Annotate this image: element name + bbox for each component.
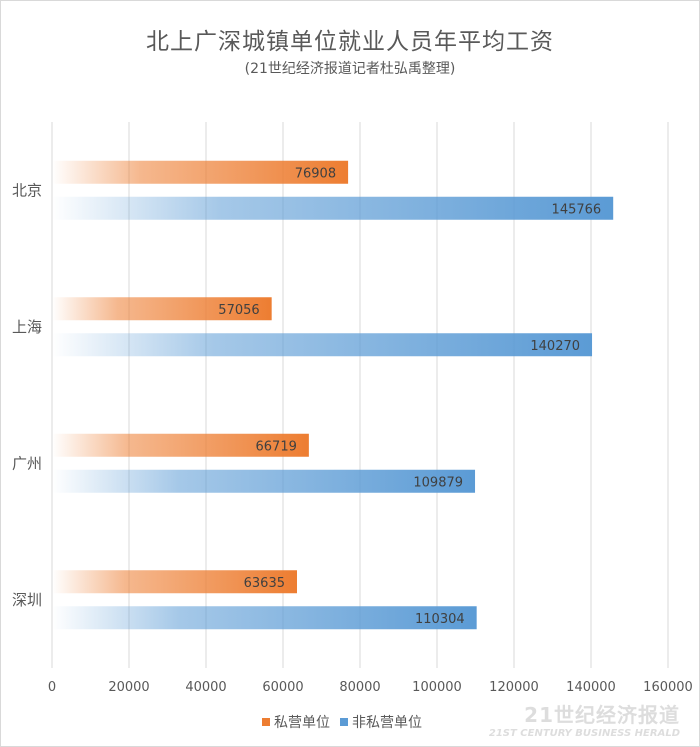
data-label: 57056 — [218, 303, 259, 318]
bar — [52, 570, 297, 594]
data-label: 66719 — [256, 439, 297, 454]
data-label: 109879 — [413, 475, 463, 490]
legend-label-nonprivate: 非私营单位 — [352, 715, 422, 731]
legend-swatch-private — [262, 718, 270, 726]
x-tick-label: 60000 — [262, 680, 303, 695]
bar — [52, 297, 272, 321]
x-tick-label: 100000 — [412, 680, 462, 695]
chart-legend: 私营单位 非私营单位 — [262, 712, 422, 732]
x-tick-label: 80000 — [339, 680, 380, 695]
data-label: 63635 — [244, 576, 285, 591]
x-tick-label: 40000 — [185, 680, 226, 695]
x-tick-label: 160000 — [643, 680, 693, 695]
category-label: 深圳 — [12, 591, 42, 609]
bar — [52, 606, 477, 630]
legend-swatch-nonprivate — [340, 718, 348, 726]
legend-item-private: 私营单位 — [262, 712, 330, 732]
bar — [52, 433, 309, 457]
category-label: 广州 — [12, 454, 42, 472]
watermark-logo: 21世纪经济报道 21ST CENTURY BUSINESS HERALD — [488, 703, 680, 739]
x-tick-label: 120000 — [489, 680, 539, 695]
data-label: 145766 — [552, 202, 602, 217]
bar — [52, 196, 614, 220]
chart-subtitle: (21世纪经济报道记者杜弘禹整理) — [244, 61, 456, 77]
bar — [52, 160, 349, 184]
data-label: 140270 — [530, 339, 580, 354]
x-tick-label: 140000 — [566, 680, 616, 695]
data-label: 110304 — [415, 612, 465, 627]
legend-item-nonprivate: 非私营单位 — [340, 712, 422, 732]
bar — [52, 469, 476, 493]
chart-title: 北上广深城镇单位就业人员年平均工资 — [146, 29, 554, 55]
x-tick-label: 0 — [48, 680, 56, 695]
x-tick-label: 20000 — [108, 680, 149, 695]
legend-label-private: 私营单位 — [274, 715, 330, 731]
bar — [52, 333, 593, 357]
data-label: 76908 — [295, 166, 336, 181]
category-label: 上海 — [12, 318, 42, 336]
category-label: 北京 — [12, 181, 42, 199]
